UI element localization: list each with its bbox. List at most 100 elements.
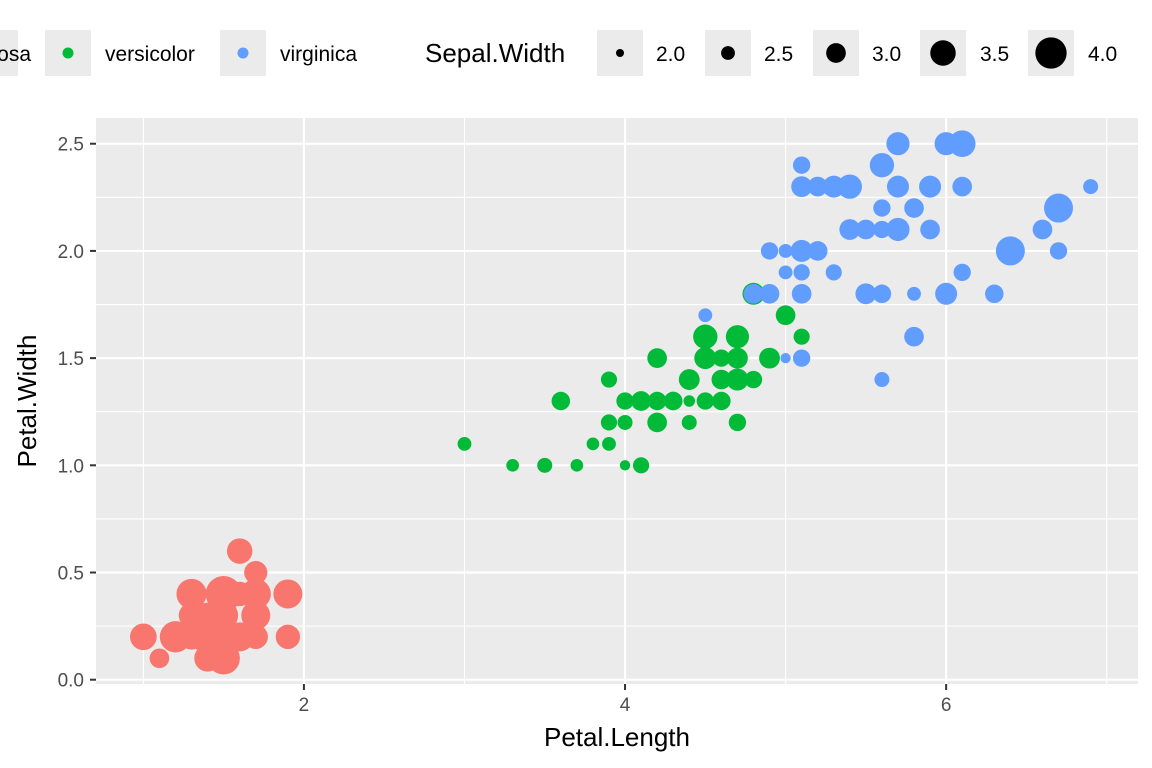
- point-virginica: [698, 308, 713, 323]
- x-tick-label: 4: [620, 695, 631, 716]
- point-versicolor: [725, 325, 749, 349]
- legend-swatch-setosa: [0, 50, 1, 56]
- point-setosa: [194, 644, 221, 672]
- point-versicolor: [632, 457, 650, 474]
- point-virginica: [792, 349, 811, 367]
- point-virginica: [871, 154, 893, 176]
- point-virginica: [1044, 193, 1074, 223]
- point-virginica: [995, 236, 1025, 266]
- size-swatch-4-0: [1035, 37, 1067, 69]
- point-versicolor: [728, 370, 747, 389]
- x-axis: 2 4 6: [299, 684, 951, 716]
- point-virginica: [935, 282, 958, 305]
- size-label-2-5: 2.5: [764, 43, 793, 66]
- point-virginica: [792, 156, 811, 174]
- point-setosa: [176, 578, 207, 610]
- size-swatch-2-5: [721, 46, 735, 60]
- point-virginica: [904, 198, 924, 218]
- y-axis: 0.0 0.5 1.0 1.5 2.0 2.5: [58, 135, 96, 692]
- point-virginica: [780, 352, 791, 364]
- point-setosa: [211, 581, 236, 607]
- point-versicolor: [506, 459, 519, 472]
- point-virginica: [1032, 219, 1053, 240]
- point-virginica: [907, 286, 921, 301]
- point-versicolor: [647, 412, 667, 433]
- point-versicolor: [602, 436, 616, 451]
- legend-swatch-virginica: [237, 47, 249, 59]
- point-versicolor: [728, 413, 747, 432]
- point-virginica: [985, 284, 1004, 304]
- size-swatch-3-0: [826, 43, 846, 63]
- point-virginica: [886, 175, 909, 198]
- point-versicolor: [793, 328, 810, 345]
- point-setosa: [197, 605, 218, 626]
- point-versicolor: [647, 391, 667, 411]
- data-points: [130, 130, 1099, 675]
- point-virginica: [886, 217, 910, 242]
- species-legend: setosa versicolor virginica: [0, 30, 357, 76]
- size-label-3-5: 3.5: [980, 43, 1009, 66]
- point-setosa: [273, 579, 303, 609]
- y-tick-label: 0.5: [58, 564, 84, 585]
- minor-gridlines: [96, 118, 1138, 684]
- point-virginica: [1083, 179, 1099, 195]
- point-virginica: [1049, 242, 1068, 260]
- point-virginica: [807, 176, 828, 197]
- point-virginica: [873, 220, 891, 239]
- point-versicolor: [663, 391, 683, 411]
- point-virginica: [953, 263, 971, 282]
- point-virginica: [759, 283, 780, 304]
- point-virginica: [872, 284, 892, 304]
- size-swatch-2-0: [616, 49, 624, 57]
- y-tick-label: 1.5: [58, 349, 84, 370]
- point-virginica: [791, 283, 812, 304]
- point-virginica: [793, 264, 810, 281]
- point-virginica: [919, 175, 942, 198]
- point-versicolor: [679, 369, 700, 390]
- point-virginica: [778, 244, 793, 258]
- point-virginica: [760, 242, 779, 260]
- point-virginica: [790, 239, 813, 262]
- point-versicolor: [744, 370, 763, 389]
- point-setosa: [241, 600, 271, 630]
- size-swatch-3-5: [930, 40, 956, 66]
- point-versicolor: [586, 437, 600, 451]
- x-axis-title: Petal.Length: [544, 722, 690, 752]
- point-virginica: [873, 199, 891, 217]
- point-virginica: [886, 132, 910, 156]
- point-versicolor: [683, 395, 695, 407]
- point-versicolor: [632, 392, 650, 410]
- point-versicolor: [600, 414, 618, 431]
- legend-swatch-versicolor: [62, 47, 74, 59]
- y-tick-label: 1.0: [58, 456, 84, 477]
- size-label-3-0: 3.0: [872, 43, 901, 66]
- point-virginica: [839, 219, 861, 240]
- point-versicolor: [693, 324, 718, 349]
- legend-label-setosa: setosa: [0, 43, 31, 66]
- point-virginica: [743, 283, 764, 304]
- point-virginica: [920, 219, 940, 240]
- x-tick-label: 2: [299, 695, 310, 716]
- point-setosa: [275, 624, 301, 649]
- y-tick-label: 0.0: [58, 671, 84, 692]
- point-virginica: [791, 176, 813, 198]
- point-virginica: [807, 241, 828, 261]
- point-setosa: [130, 623, 157, 651]
- point-versicolor: [617, 414, 633, 430]
- point-versicolor: [551, 391, 571, 411]
- size-label-2-0: 2.0: [656, 43, 685, 66]
- point-versicolor: [681, 414, 697, 430]
- point-virginica: [948, 130, 976, 158]
- point-versicolor: [712, 349, 731, 367]
- point-versicolor: [762, 351, 777, 366]
- legend-label-virginica: virginica: [280, 43, 357, 66]
- point-virginica: [856, 219, 876, 240]
- point-versicolor: [695, 348, 716, 368]
- point-versicolor: [712, 391, 731, 411]
- point-versicolor: [457, 436, 472, 451]
- point-versicolor: [711, 369, 732, 390]
- point-versicolor: [600, 371, 618, 388]
- point-versicolor: [726, 347, 748, 369]
- point-setosa: [226, 538, 253, 564]
